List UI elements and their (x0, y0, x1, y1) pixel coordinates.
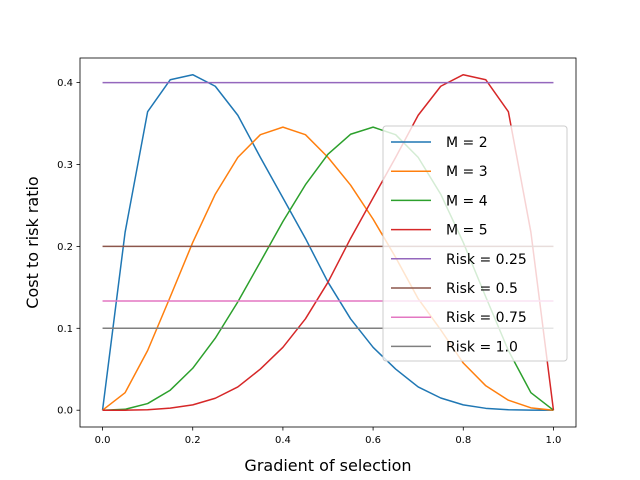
y-tick-label: 0.1 (57, 324, 73, 335)
series-line-2 (102, 126, 554, 411)
x-axis: 0.0 0.2 0.4 0.6 0.8 1.0 (95, 427, 562, 446)
y-axis: 0.0 0.1 0.2 0.3 0.4 (57, 78, 80, 417)
x-tick-label: 0.4 (275, 435, 291, 446)
legend-label: M = 2 (446, 135, 488, 151)
legend-label: M = 4 (446, 193, 488, 209)
series-line-4 (102, 73, 555, 411)
y-tick-label: 0.4 (57, 78, 73, 89)
legend-label: Risk = 0.75 (446, 310, 527, 326)
legend: M = 2 M = 3 M = 4 M = 5 Risk = 0.25 Risk = 0.… (382, 125, 568, 362)
plot-frame (79, 57, 577, 428)
x-tick-label: 0.2 (185, 435, 201, 446)
x-axis-title: Gradient of selection (244, 456, 411, 475)
y-tick-label: 0.2 (57, 242, 73, 253)
x-tick-label: 1.0 (546, 435, 562, 446)
legend-label: M = 5 (446, 223, 488, 239)
x-tick-label: 0.0 (95, 435, 111, 446)
legend-label: M = 3 (446, 164, 488, 180)
y-axis-title: Cost to risk ratio (23, 176, 42, 308)
legend-label: Risk = 1.0 (446, 339, 518, 355)
legend-label: Risk = 0.25 (446, 252, 527, 268)
legend-box (382, 125, 568, 362)
x-tick-label: 0.8 (455, 435, 471, 446)
x-tick-label: 0.6 (365, 435, 381, 446)
series-layer (101, 73, 555, 411)
y-tick-label: 0.3 (57, 160, 73, 171)
legend-label: Risk = 0.5 (446, 281, 518, 297)
legend-entries: M = 2 M = 3 M = 4 M = 5 Risk = 0.25 Risk = 0.… (391, 135, 527, 355)
y-tick-label: 0.0 (57, 406, 73, 417)
